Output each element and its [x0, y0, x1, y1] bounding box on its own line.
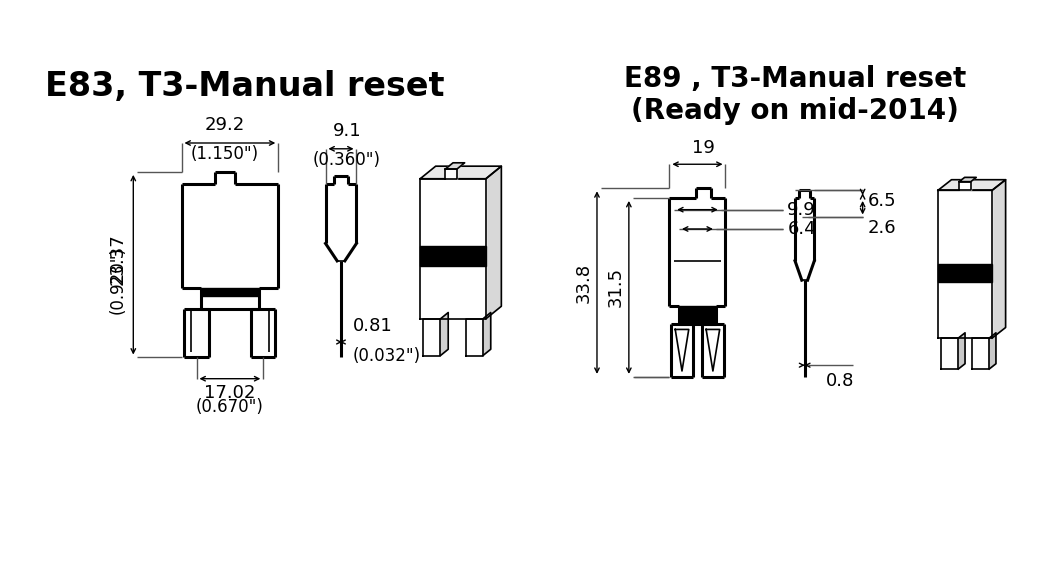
Text: 23.37: 23.37 — [109, 233, 127, 285]
Text: 0.81: 0.81 — [353, 317, 392, 335]
Polygon shape — [941, 338, 958, 369]
Polygon shape — [992, 180, 1006, 338]
Text: 29.2: 29.2 — [205, 116, 245, 135]
Text: 31.5: 31.5 — [606, 267, 624, 307]
Polygon shape — [465, 319, 483, 356]
Text: 33.8: 33.8 — [575, 263, 593, 303]
Polygon shape — [938, 190, 992, 338]
Text: (0.032"): (0.032") — [353, 347, 421, 365]
Polygon shape — [989, 333, 996, 369]
Text: 6.4: 6.4 — [788, 220, 816, 238]
Text: (Ready on mid-2014): (Ready on mid-2014) — [631, 97, 959, 125]
Text: 9.1: 9.1 — [333, 122, 361, 140]
Text: 2.6: 2.6 — [867, 219, 896, 237]
Polygon shape — [972, 338, 989, 369]
Polygon shape — [483, 312, 491, 356]
Polygon shape — [445, 163, 464, 169]
Polygon shape — [420, 246, 485, 266]
Text: (0.670"): (0.670") — [196, 398, 264, 416]
Polygon shape — [420, 179, 485, 319]
Text: 6.5: 6.5 — [867, 192, 896, 210]
Text: (1.150"): (1.150") — [191, 145, 259, 163]
Text: (0.920"): (0.920") — [109, 246, 127, 314]
Text: 0.8: 0.8 — [826, 372, 854, 390]
Polygon shape — [958, 333, 965, 369]
Polygon shape — [445, 169, 457, 179]
Text: E89 , T3-Manual reset: E89 , T3-Manual reset — [624, 65, 966, 93]
Polygon shape — [679, 306, 716, 324]
Polygon shape — [441, 312, 448, 356]
Polygon shape — [485, 166, 501, 319]
Polygon shape — [423, 319, 441, 356]
Polygon shape — [420, 166, 501, 179]
Polygon shape — [938, 180, 1006, 190]
Text: 9.9: 9.9 — [788, 201, 816, 219]
Polygon shape — [201, 288, 259, 296]
Polygon shape — [959, 182, 971, 190]
Polygon shape — [959, 177, 976, 182]
Text: 19: 19 — [692, 139, 714, 157]
Text: E83, T3-Manual reset: E83, T3-Manual reset — [45, 71, 444, 104]
Text: (0.360"): (0.360") — [313, 150, 381, 169]
Polygon shape — [938, 264, 992, 282]
Text: 17.02: 17.02 — [205, 385, 255, 402]
